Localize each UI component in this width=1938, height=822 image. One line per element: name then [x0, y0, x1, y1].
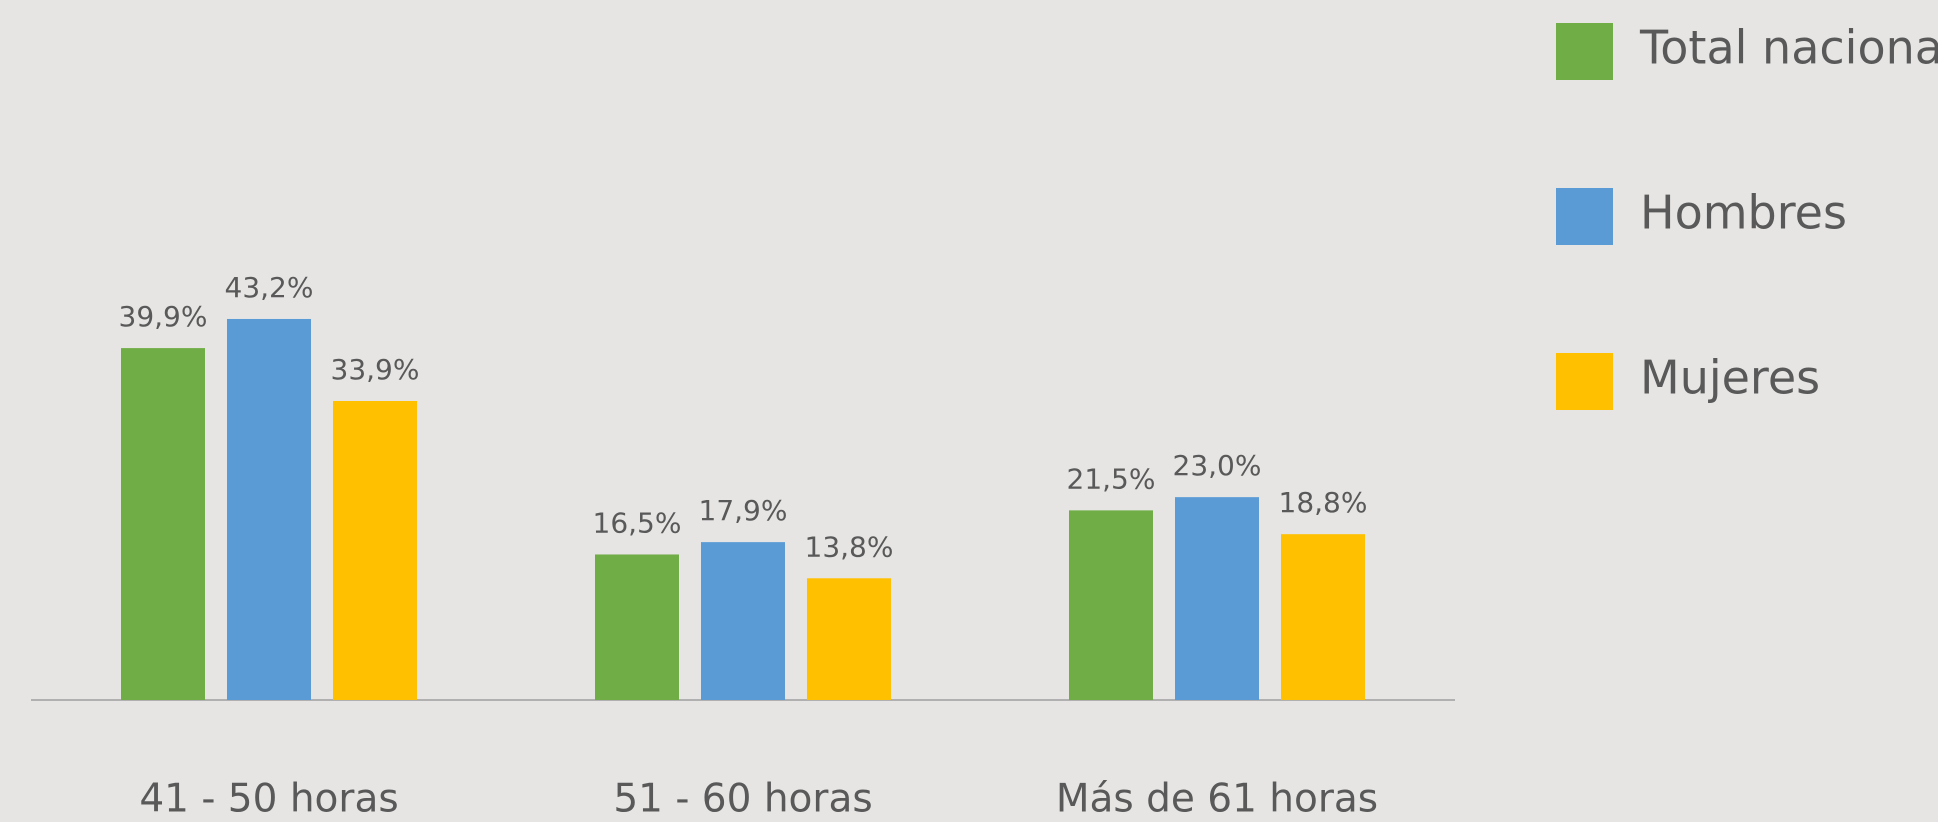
bar: [701, 542, 785, 700]
legend-swatch: [1556, 188, 1613, 245]
bar: [1281, 534, 1365, 700]
data-label: 23,0%: [1173, 449, 1262, 482]
data-label: 16,5%: [593, 506, 682, 539]
data-label: 18,8%: [1279, 486, 1368, 519]
legend-swatch: [1556, 23, 1613, 80]
legend-swatch: [1556, 353, 1613, 410]
bar: [1069, 510, 1153, 700]
bar: [595, 554, 679, 700]
x-tick-label: 51 - 60 horas: [613, 777, 872, 822]
bar: [807, 578, 891, 700]
legend-label: Mujeres: [1640, 351, 1820, 405]
data-label: 17,9%: [699, 494, 788, 527]
bar: [121, 348, 205, 700]
data-label: 13,8%: [805, 530, 894, 563]
legend-label: Hombres: [1640, 186, 1847, 240]
bar: [333, 401, 417, 700]
data-label: 39,9%: [119, 300, 208, 333]
bar: [1175, 497, 1259, 700]
x-tick-label: Más de 61 horas: [1056, 777, 1378, 822]
data-label: 43,2%: [225, 271, 314, 304]
legend-label: Total nacional: [1639, 21, 1938, 75]
data-label: 21,5%: [1067, 462, 1156, 495]
data-label: 33,9%: [331, 353, 420, 386]
bar: [227, 318, 311, 700]
x-tick-label: 41 - 50 horas: [139, 777, 398, 822]
